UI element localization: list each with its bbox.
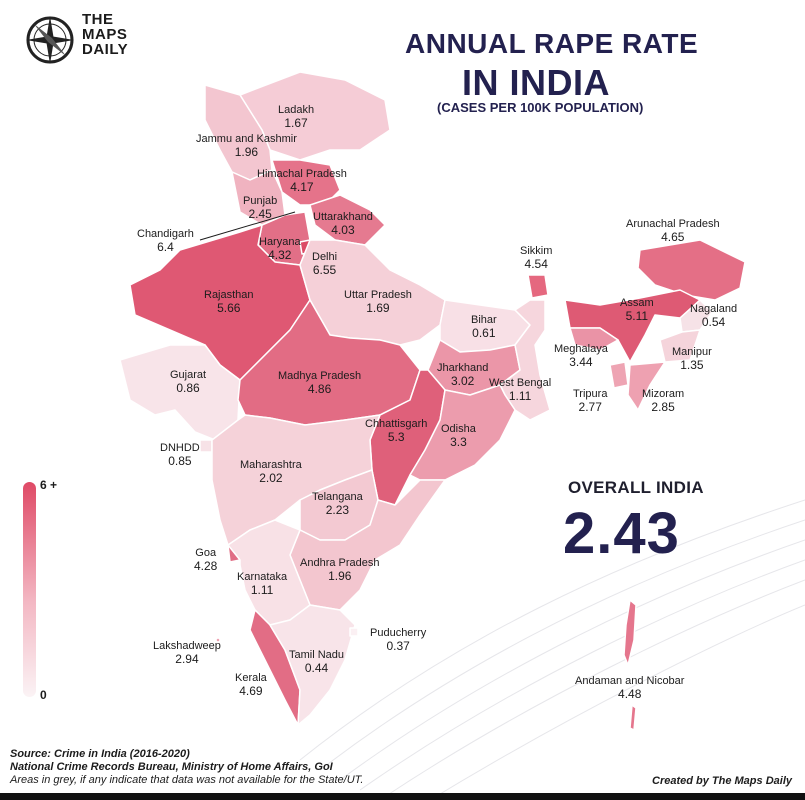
label-sikkim: Sikkim 4.54	[520, 245, 553, 271]
overall-india-value: 2.43	[563, 501, 680, 566]
label-telangana: Telangana 2.23	[312, 491, 363, 517]
region-meghalaya	[569, 327, 619, 351]
label-west-bengal: West Bengal 1.11	[489, 377, 552, 403]
compass-logo-icon	[26, 16, 74, 64]
region-odisha	[409, 384, 516, 481]
label-madhya-pradesh: Madhya Pradesh 4.86	[278, 370, 362, 396]
source-line-2: National Crime Records Bureau, Ministry …	[10, 761, 333, 773]
overall-india-label: OVERALL INDIA	[568, 478, 704, 497]
region-arunachal-pradesh	[637, 239, 746, 301]
title-line-2: IN INDIA	[462, 62, 610, 103]
label-uttarakhand: Uttarakhand 4.03	[313, 211, 373, 237]
title-subtitle: (CASES PER 100K POPULATION)	[437, 100, 644, 115]
label-himachal-pradesh: Himachal Pradesh 4.17	[257, 168, 347, 194]
region-punjab	[231, 169, 286, 226]
label-andaman-nicobar: Andaman and Nicobar 4.48	[575, 675, 685, 701]
source-line-1: Source: Crime in India (2016-2020)	[10, 748, 190, 760]
label-punjab: Punjab 2.45	[243, 195, 278, 221]
label-gujarat: Gujarat 0.86	[170, 369, 207, 395]
bottom-bar	[0, 793, 805, 800]
label-puducherry: Puducherry 0.37	[370, 627, 427, 653]
label-arunachal-pradesh: Arunachal Pradesh 4.65	[626, 218, 720, 244]
region-tamil-nadu	[269, 604, 356, 726]
brand-line-3: DAILY	[82, 41, 129, 58]
region-andaman-nicobar	[623, 599, 637, 666]
label-goa: Goa 4.28	[194, 547, 218, 573]
region-andaman-nicobar-south	[629, 704, 637, 731]
legend-min-label: 0	[40, 688, 47, 702]
label-lakshadweep: Lakshadweep 2.94	[153, 640, 221, 666]
label-dnhdd: DNHDD 0.85	[160, 442, 200, 468]
label-uttar-pradesh: Uttar Pradesh 1.69	[344, 289, 412, 315]
label-jharkhand: Jharkhand 3.02	[437, 362, 489, 388]
label-maharashtra: Maharashtra 2.02	[240, 459, 302, 485]
label-nagaland: Nagaland 0.54	[690, 303, 738, 329]
label-chhattisgarh: Chhattisgarh 5.3	[365, 418, 428, 444]
region-nagaland	[679, 299, 713, 333]
label-odisha: Odisha 3.3	[441, 423, 476, 449]
label-kerala: Kerala 4.69	[235, 672, 267, 698]
label-ladakh: Ladakh 1.67	[278, 104, 315, 130]
region-dnhdd	[199, 439, 213, 453]
label-tripura: Tripura 2.77	[573, 388, 608, 414]
region-west-bengal	[499, 299, 551, 421]
label-meghalaya: Meghalaya 3.44	[554, 343, 608, 369]
label-chandigarh: Chandigarh 6.4	[137, 228, 194, 254]
label-rajasthan: Rajasthan 5.66	[204, 289, 254, 315]
label-delhi: Delhi 6.55	[312, 251, 338, 277]
brand-line-2: MAPS	[82, 26, 128, 43]
label-bihar: Bihar 0.61	[471, 314, 497, 340]
region-puducherry	[349, 627, 359, 637]
label-tamil-nadu: Tamil Nadu 0.44	[289, 649, 345, 675]
region-manipur	[659, 329, 701, 363]
label-assam: Assam 5.11	[620, 297, 654, 323]
chandigarh-leader-line	[199, 211, 296, 241]
label-haryana: Haryana 4.32	[259, 236, 301, 262]
legend-max-label: 6 +	[40, 478, 58, 492]
region-lakshadweep	[215, 637, 221, 643]
label-karnataka: Karnataka 1.11	[237, 571, 288, 597]
region-uttarakhand	[309, 194, 386, 246]
label-mizoram: Mizoram 2.85	[642, 388, 685, 414]
brand-name: THE MAPS DAILY	[82, 12, 128, 57]
region-sikkim	[527, 274, 549, 299]
source-line-3: Areas in grey, if any indicate that data…	[10, 774, 364, 786]
source-note: Source: Crime in India (2016-2020) Natio…	[10, 748, 363, 787]
label-andhra-pradesh: Andhra Pradesh 1.96	[300, 557, 380, 583]
region-tripura	[609, 361, 629, 389]
legend-gradient-bar	[23, 482, 36, 697]
title-line-1: ANNUAL RAPE RATE	[405, 28, 699, 59]
label-manipur: Manipur 1.35	[672, 346, 712, 372]
brand-line-1: THE	[82, 11, 114, 28]
label-jammu-kashmir: Jammu and Kashmir 1.96	[196, 133, 297, 159]
region-mizoram	[627, 361, 666, 411]
credit-text: Created by The Maps Daily	[652, 775, 792, 787]
